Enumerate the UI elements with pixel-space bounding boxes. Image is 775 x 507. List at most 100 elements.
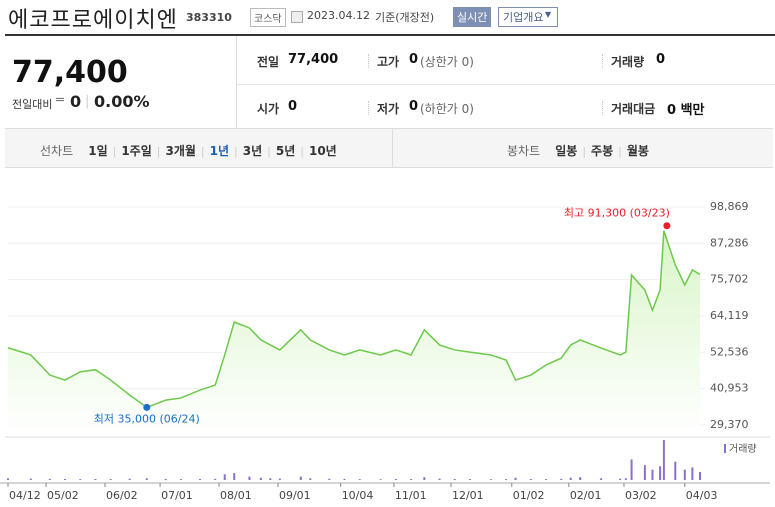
x-tick-label: 10/04 (342, 489, 374, 502)
quote-label: 고가 (377, 55, 400, 69)
volume-bar (145, 478, 148, 480)
tab-divider (392, 129, 393, 167)
volume-bar (468, 479, 471, 480)
period-tab[interactable]: 3년 (242, 144, 263, 158)
x-tick-label: 09/01 (279, 489, 311, 502)
volume-bar (624, 478, 627, 480)
x-tick-label: 04/03 (686, 489, 718, 502)
x-tick-label: 12/01 (452, 489, 484, 502)
separator (602, 101, 603, 115)
quote-label: 저가 (377, 102, 400, 116)
quote-value: 0 (409, 52, 419, 67)
volume-bar (489, 479, 492, 480)
x-tick-label: 05/02 (47, 489, 79, 502)
price-line (7, 230, 701, 409)
company-button[interactable]: 기업개요 (498, 7, 559, 27)
date: 2023.04.12 (307, 9, 370, 22)
volume-bar (109, 479, 112, 480)
tab-separator: | (582, 145, 587, 158)
period-tab[interactable]: 주봉 (591, 144, 614, 158)
quote-value: 0 백만 (667, 103, 705, 118)
tab-separator: | (618, 145, 622, 158)
box-divider (236, 36, 237, 128)
volume-bar (164, 478, 167, 480)
volume-bar (643, 465, 646, 480)
price-area (8, 230, 700, 435)
separator (602, 54, 603, 68)
volume-bar (683, 469, 686, 480)
quote-label: 거래량 (611, 55, 645, 69)
separator (368, 54, 369, 68)
volume-bar (505, 479, 508, 480)
volume-bar (343, 478, 346, 480)
current-price: 77,400 (12, 55, 128, 90)
period-tab[interactable]: 1주일 (121, 144, 152, 158)
period-tab[interactable]: 5년 (275, 144, 296, 158)
volume-bar (180, 479, 182, 480)
volume-bar (214, 478, 217, 480)
quote-label: 거래대금 (611, 102, 656, 116)
quote-value: 0 (409, 99, 419, 114)
volume-bar (248, 476, 251, 480)
volume-bar (438, 478, 441, 480)
volume-bar (699, 472, 701, 480)
y-tick-label: 98,869 (710, 200, 749, 213)
period-tab[interactable]: 10년 (308, 144, 337, 158)
calendar-icon (291, 11, 303, 23)
x-tick-label: 04/12 (9, 489, 41, 502)
volume-bar (278, 478, 281, 480)
stock-name: 에코프로에이치엔 (8, 8, 178, 33)
x-tick-label: 08/01 (220, 489, 252, 502)
tab-group-label: 선차트 (40, 144, 74, 158)
period-tab[interactable]: 3개월 (165, 144, 196, 158)
period-tab[interactable]: 1년 (209, 144, 230, 158)
min-label: 최저 35,000 (06/24) (94, 412, 200, 425)
tab-separator: | (156, 145, 161, 158)
volume-bar (600, 478, 603, 480)
legend-label: 거래량 (729, 443, 757, 455)
market-badge: 코스닥 (250, 8, 286, 27)
volume-bar (64, 478, 67, 480)
volume-bar (328, 478, 331, 480)
volume-bar (7, 478, 9, 480)
period-tab[interactable]: 1일 (88, 144, 108, 158)
period-tab[interactable]: 일봉 (555, 144, 578, 158)
tab-separator: | (112, 145, 117, 158)
y-tick-label: 87,286 (710, 236, 749, 249)
volume-bar (545, 479, 548, 480)
volume-bar (259, 477, 262, 480)
volume-bar (79, 479, 82, 480)
x-tick-label: 03/02 (625, 489, 657, 502)
max-marker (663, 222, 671, 230)
flat-icon: ═ (56, 93, 64, 108)
volume-bar (651, 469, 654, 480)
divider: | (85, 94, 90, 109)
tab-group-label: 봉차트 (507, 144, 541, 158)
x-tick-label: 07/01 (161, 489, 193, 502)
tab-separator: | (267, 145, 271, 158)
y-tick-label: 64,119 (710, 309, 749, 322)
volume-bar (579, 477, 582, 480)
volume-bar (560, 478, 563, 480)
realtime-button[interactable]: 실시간 (453, 7, 492, 27)
line-chart-tabs: 선차트 1일 | 1주일 | 3개월 | 1년 | 3년 | 5년 | 10년 (40, 140, 337, 159)
max-label: 최고 91,300 (03/23) (564, 207, 670, 220)
quote-value: 77,400 (288, 52, 339, 67)
y-tick-label: 75,702 (710, 273, 749, 286)
volume-bar (662, 440, 665, 480)
quote-note: (하한가 0) (420, 102, 474, 116)
volume-bar (659, 466, 662, 480)
volume-bar (29, 478, 32, 480)
period-tab[interactable]: 월봉 (626, 144, 649, 158)
tab-bar (5, 128, 773, 168)
x-tick-label: 01/02 (513, 489, 545, 502)
change: 0 (70, 92, 82, 111)
volume-bar (691, 467, 694, 480)
volume-bar (309, 478, 312, 480)
candle-chart-tabs: 봉차트 일봉 | 주봉 | 월봉 (507, 140, 649, 159)
y-tick-label: 40,953 (710, 382, 749, 395)
quote-label: 시가 (257, 102, 280, 116)
volume-bar (199, 478, 202, 480)
price-chart: 29,370 40,953 52,536 64,119 75,702 87,286 98,8… (0, 200, 770, 502)
